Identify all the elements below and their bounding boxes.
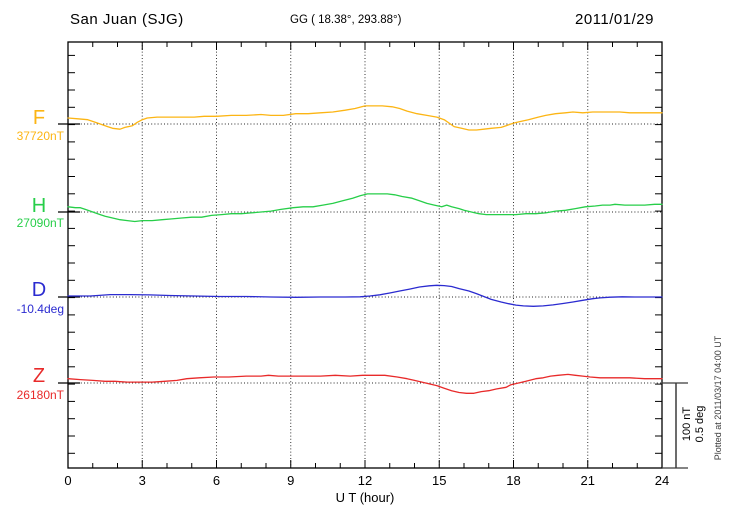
x-tick-label: 9: [287, 473, 295, 488]
trace-label-f: F: [32, 107, 46, 129]
trace-label-d: D: [31, 279, 47, 301]
trace-h: [67, 193, 663, 223]
x-tick-label: 24: [654, 473, 670, 488]
geographic-coordinates: GG ( 18.38°, 293.88°): [290, 14, 402, 26]
scale-bar-label-nt: 100 nT: [680, 406, 693, 442]
x-tick-label: 12: [357, 473, 373, 488]
observation-date: 2011/01/29: [575, 11, 654, 28]
x-tick-label: 15: [432, 473, 447, 488]
x-tick-label: 3: [138, 473, 146, 488]
station-title: San Juan (SJG): [70, 11, 184, 28]
x-tick-label: 6: [212, 473, 221, 488]
x-axis-label: U T (hour): [335, 490, 395, 505]
trace-baseline-value-f: 37720nT: [16, 129, 64, 143]
trace-baseline-value-h: 27090nT: [16, 216, 64, 230]
trace-z: [67, 373, 663, 394]
scale-bar-labels: 100 nT 0.5 deg: [681, 406, 707, 443]
x-tick-label: 18: [506, 473, 521, 488]
x-tick-label: 21: [580, 473, 595, 488]
trace-d: [67, 284, 663, 307]
trace-label-z: Z: [32, 365, 46, 387]
scale-bar-label-deg: 0.5 deg: [694, 405, 706, 443]
trace-baseline-value-d: -10.4deg: [16, 302, 64, 316]
trace-baseline-value-z: 26180nT: [16, 388, 64, 402]
x-tick-label: 0: [64, 473, 72, 488]
trace-f: [67, 105, 663, 131]
trace-label-h: H: [31, 195, 47, 217]
plotted-at-note: Plotted at 2011/03/17 04:00 UT: [713, 335, 723, 461]
